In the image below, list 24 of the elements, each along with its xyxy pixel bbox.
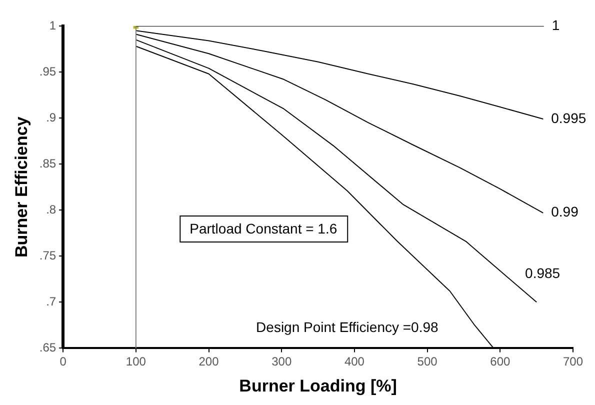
annotation: Partload Constant = 1.6 bbox=[190, 220, 338, 236]
x-axis-title: Burner Loading [%] bbox=[239, 376, 397, 396]
x-tick-label: 400 bbox=[344, 354, 365, 369]
y-tick-label: .9 bbox=[46, 110, 56, 124]
y-tick-label: .8 bbox=[46, 202, 56, 216]
y-tick-label: .75 bbox=[39, 248, 56, 262]
series-label: 0.985 bbox=[525, 265, 560, 282]
x-tick-label: 300 bbox=[272, 354, 292, 369]
y-tick-label: .95 bbox=[39, 64, 56, 78]
x-tick-label: 500 bbox=[417, 354, 438, 369]
y-tick-label: .7 bbox=[46, 294, 56, 308]
y-tick-label: 1 bbox=[49, 18, 56, 32]
series-label: 0.99 bbox=[551, 204, 579, 220]
x-tick-label: 0 bbox=[60, 354, 67, 369]
annotation: Design Point Efficiency =0.98 bbox=[256, 318, 439, 335]
x-tick-label: 700 bbox=[562, 354, 584, 369]
series-label: 1 bbox=[552, 16, 560, 33]
x-tick-label: 100 bbox=[126, 354, 146, 369]
y-tick-label: .65 bbox=[39, 340, 56, 355]
y-tick-label: .85 bbox=[39, 156, 56, 170]
series-label: 0.995 bbox=[551, 110, 586, 126]
y-axis-title: Burner Efficiency bbox=[12, 116, 31, 258]
x-tick-label: 200 bbox=[198, 354, 220, 369]
x-tick-label: 600 bbox=[490, 354, 510, 369]
